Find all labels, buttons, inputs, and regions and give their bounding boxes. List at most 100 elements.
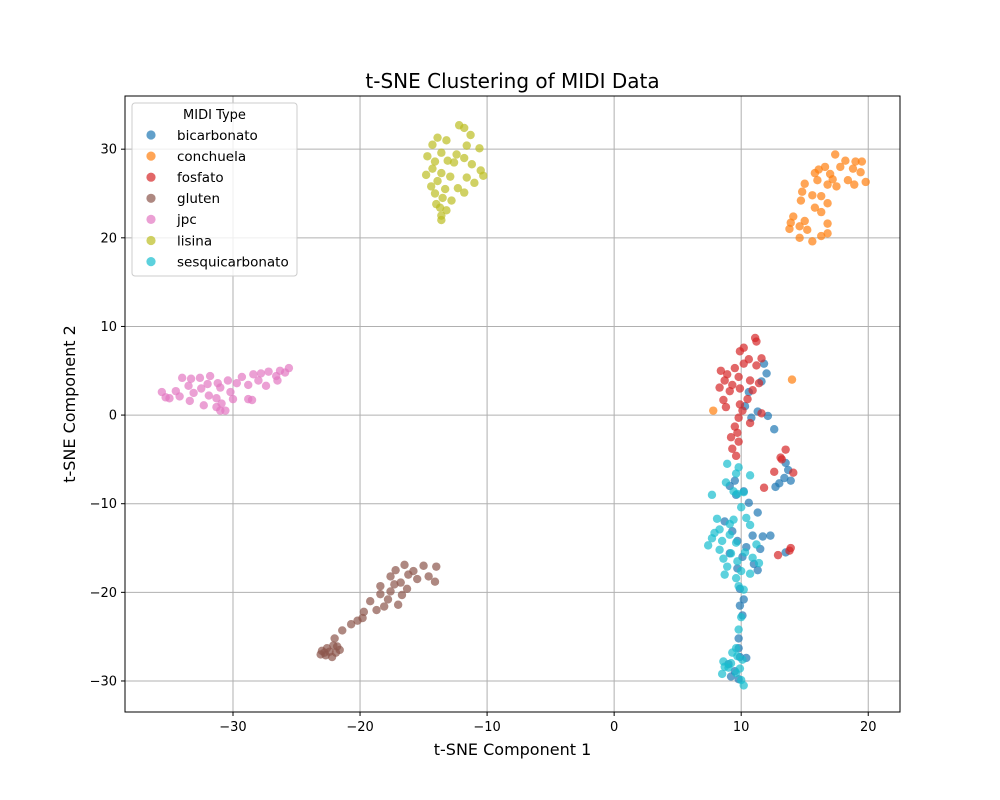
data-point — [707, 490, 717, 500]
data-point — [197, 384, 206, 393]
data-point — [437, 215, 446, 225]
data-point — [460, 153, 469, 163]
data-point — [757, 409, 766, 418]
data-point — [372, 605, 381, 615]
data-point — [237, 372, 247, 382]
data-point — [754, 558, 764, 568]
data-point — [734, 372, 743, 382]
data-point — [244, 380, 253, 390]
data-point — [719, 554, 728, 563]
data-point — [379, 602, 389, 611]
legend: MIDI Type bicarbonato conchuela fosfato glu… — [131, 102, 298, 277]
data-point — [402, 584, 412, 593]
data-point — [376, 581, 385, 591]
data-point — [823, 219, 832, 228]
data-point — [460, 123, 469, 133]
data-point — [386, 587, 395, 596]
y-axis-label: t-SNE Component 2 — [60, 325, 79, 483]
data-point — [391, 565, 400, 575]
data-point — [199, 401, 208, 410]
data-point — [467, 160, 477, 169]
data-point — [261, 381, 271, 391]
data-point — [730, 476, 740, 485]
data-point — [327, 652, 337, 662]
data-point — [808, 237, 817, 246]
data-point — [786, 476, 795, 485]
data-point — [748, 531, 757, 540]
data-point — [850, 180, 859, 189]
data-point — [353, 616, 362, 625]
data-point — [264, 367, 273, 376]
data-point — [703, 541, 713, 550]
data-point — [280, 368, 290, 377]
series-fosfato — [715, 333, 798, 560]
legend-label: gluten — [177, 191, 220, 207]
data-point — [435, 203, 445, 212]
data-point — [773, 550, 783, 560]
data-point — [725, 519, 734, 529]
x-tick-label: −30 — [219, 720, 246, 735]
data-point — [440, 184, 450, 194]
data-point — [433, 176, 442, 186]
data-point — [232, 378, 242, 388]
data-point — [716, 366, 726, 375]
data-point — [720, 570, 729, 579]
data-point — [823, 229, 832, 238]
data-point — [386, 572, 395, 581]
data-point — [739, 343, 748, 352]
legend-label: lisina — [177, 233, 212, 249]
data-point — [728, 444, 737, 453]
data-point — [185, 396, 194, 406]
legend-label: sesquicarbonato — [177, 254, 289, 270]
data-point — [161, 393, 170, 402]
data-point — [759, 483, 769, 492]
data-point — [195, 373, 205, 383]
series-jpc — [157, 363, 294, 415]
data-point — [808, 191, 817, 200]
y-tick-label: 10 — [100, 320, 117, 335]
data-point — [843, 176, 853, 185]
data-point — [203, 379, 212, 389]
data-point — [216, 383, 225, 392]
data-point — [430, 189, 440, 198]
data-point — [226, 387, 235, 397]
data-point — [820, 162, 830, 172]
plot-frame — [124, 95, 901, 713]
data-point — [460, 188, 469, 197]
data-point — [832, 182, 841, 191]
legend-marker — [146, 130, 156, 140]
data-point — [721, 402, 731, 412]
data-point — [184, 381, 193, 391]
data-point — [753, 565, 762, 575]
data-point — [720, 662, 729, 671]
data-point — [346, 620, 356, 629]
data-point — [223, 376, 233, 385]
data-point — [856, 168, 865, 177]
data-point — [428, 164, 437, 173]
legend-marker — [146, 193, 156, 203]
data-point — [338, 626, 347, 635]
data-point — [452, 150, 461, 159]
data-point — [744, 498, 754, 508]
data-point — [831, 150, 840, 159]
data-point — [404, 570, 413, 579]
data-point — [221, 406, 230, 415]
series-sesquicarbonato — [703, 459, 764, 690]
data-point — [273, 376, 282, 385]
data-points — [157, 121, 870, 690]
data-point — [743, 394, 752, 404]
data-point — [738, 406, 747, 415]
data-point — [721, 478, 731, 487]
data-point — [393, 600, 403, 609]
data-point — [470, 178, 479, 188]
data-point — [752, 540, 761, 549]
data-point — [836, 162, 845, 172]
y-tick-label: −10 — [90, 497, 117, 512]
legend-box — [131, 102, 298, 277]
data-point — [247, 395, 257, 405]
data-point — [446, 172, 455, 181]
data-point — [803, 225, 812, 235]
data-point — [424, 572, 433, 581]
y-tick-label: 30 — [100, 143, 117, 158]
data-point — [758, 532, 767, 541]
